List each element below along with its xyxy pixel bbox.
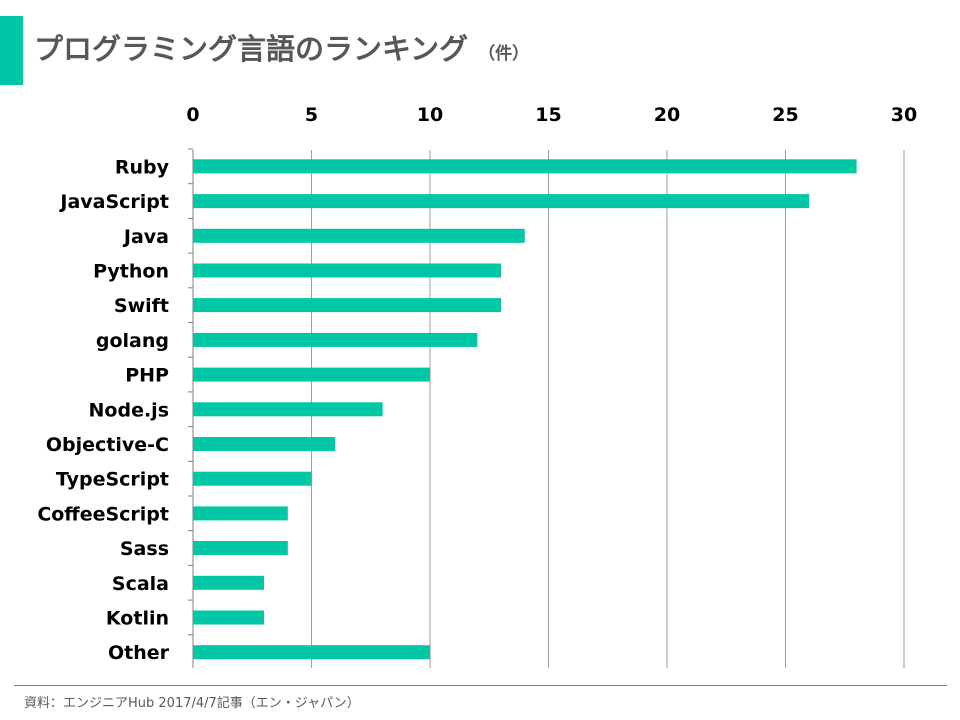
footer-divider <box>14 685 947 686</box>
x-tick-label: 30 <box>891 104 917 126</box>
category-label: Python <box>93 261 169 283</box>
page-title: プログラミング言語のランキング （件） <box>34 26 529 68</box>
bar-ruby <box>193 159 857 174</box>
category-label: Other <box>108 642 170 664</box>
category-label: Kotlin <box>106 608 169 630</box>
x-tick-label: 10 <box>417 104 443 126</box>
x-tick-label: 5 <box>305 104 318 126</box>
title-unit: （件） <box>478 44 530 64</box>
bar-objective-c <box>193 437 336 451</box>
bar-python <box>193 263 502 278</box>
category-label: Sass <box>120 538 169 560</box>
bar-java <box>193 228 525 243</box>
category-label: Node.js <box>89 399 169 421</box>
bar-scala <box>193 575 265 590</box>
category-label: Java <box>122 226 169 248</box>
bar-sass <box>193 541 288 555</box>
bar-node-js <box>193 402 383 417</box>
x-tick-label: 20 <box>654 104 680 126</box>
bar-typescript <box>193 471 312 486</box>
bar-golang <box>193 332 478 347</box>
category-label: Scala <box>112 573 169 595</box>
title-accent-bar <box>0 16 23 85</box>
bar-coffeescript <box>193 506 288 521</box>
source-note: 資料：エンジニアHub 2017/4/7記事（エン・ジャパン） <box>24 696 360 711</box>
category-label: Ruby <box>115 156 170 178</box>
category-label: golang <box>96 330 169 352</box>
x-tick-label: 15 <box>535 104 561 126</box>
category-label: CoffeeScript <box>37 503 169 525</box>
bar-javascript <box>193 194 810 209</box>
bar-swift <box>193 298 502 313</box>
title-text: プログラミング言語のランキング <box>34 32 469 66</box>
category-label: PHP <box>125 365 169 387</box>
bar-kotlin <box>193 610 265 625</box>
bar-other <box>193 645 430 660</box>
category-label: Objective-C <box>46 434 169 456</box>
category-label: Swift <box>114 295 169 317</box>
x-tick-label: 0 <box>186 104 199 126</box>
category-label: JavaScript <box>58 191 169 213</box>
x-tick-label: 25 <box>772 104 798 126</box>
category-label: TypeScript <box>56 469 169 491</box>
bar-php <box>193 367 430 382</box>
